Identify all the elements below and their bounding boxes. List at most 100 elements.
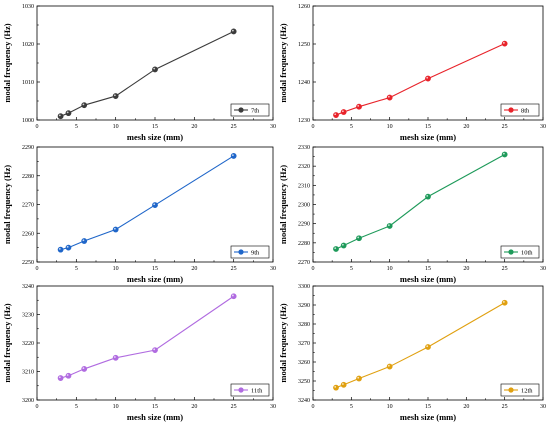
data-point-marker	[333, 384, 339, 391]
data-point	[230, 153, 237, 159]
y-tick-label: 1260	[298, 4, 310, 10]
data-point-highlight	[387, 224, 390, 227]
chart-panel-6: 0 5 10 15 20 25 30 3240 3250 3260 3270 3280 3290 3300…	[278, 284, 546, 422]
x-tick-label: 20	[191, 266, 197, 272]
data-point-highlight	[334, 247, 337, 250]
data-point-highlight	[357, 105, 360, 107]
data-point-marker	[152, 202, 158, 208]
y-tick-label: 2260	[22, 231, 34, 237]
x-axis-label: mesh size (mm)	[127, 412, 183, 422]
data-point-marker	[112, 354, 119, 361]
data-point	[152, 347, 158, 354]
data-point	[340, 109, 347, 115]
y-tick-label: 3250	[298, 379, 310, 385]
data-point-highlight	[58, 376, 61, 379]
x-tick-label: 15	[425, 266, 431, 272]
x-tick-label: 20	[463, 124, 469, 130]
y-axis-label: modal frequency (Hz)	[278, 165, 288, 244]
data-point-marker	[81, 102, 88, 109]
data-point-marker	[501, 40, 508, 47]
data-point-highlight	[66, 245, 69, 248]
y-tick-label: 3270	[298, 341, 310, 347]
data-point-highlight	[153, 67, 156, 70]
data-point-marker	[356, 375, 362, 382]
y-tick-label: 1030	[22, 4, 34, 10]
y-tick-label: 2270	[22, 203, 34, 209]
data-point-marker	[501, 299, 508, 306]
x-tick-label: 25	[231, 266, 237, 272]
y-tick-label: 2270	[298, 260, 310, 266]
data-point	[356, 103, 362, 110]
legend-marker	[508, 107, 514, 113]
data-point-highlight	[502, 152, 505, 155]
data-point	[501, 40, 508, 47]
y-tick-label: 3300	[298, 284, 310, 290]
data-point-highlight	[58, 114, 61, 117]
x-tick-label: 10	[113, 266, 119, 272]
data-point-marker	[386, 223, 393, 229]
data-point	[340, 242, 347, 249]
x-tick-label: 25	[502, 124, 508, 130]
series-line-8th	[335, 43, 505, 116]
data-point-marker	[81, 238, 88, 244]
x-axis-label: mesh size (mm)	[400, 412, 456, 422]
data-point	[501, 299, 508, 306]
data-point-marker	[81, 366, 88, 372]
y-tick-label: 2290	[22, 145, 34, 151]
x-tick-label: 25	[502, 404, 508, 410]
data-point-marker	[57, 246, 64, 253]
y-axis-label: modal frequency (Hz)	[2, 303, 12, 382]
data-point-marker	[65, 244, 72, 251]
x-tick-label: 20	[463, 266, 469, 272]
y-tick-label: 3260	[298, 360, 310, 366]
data-point	[386, 94, 393, 101]
legend-label: 12th	[521, 387, 533, 394]
legend-label: 7th	[251, 107, 260, 114]
x-tick-label: 0	[36, 124, 39, 130]
y-tick-label: 1020	[22, 42, 34, 48]
x-tick-label: 10	[387, 404, 393, 410]
data-point	[57, 375, 64, 381]
data-point-highlight	[231, 29, 234, 32]
data-point	[230, 293, 237, 300]
data-point-marker	[230, 293, 237, 300]
data-point	[57, 246, 64, 253]
y-tick-label: 2250	[22, 260, 34, 266]
x-tick-label: 30	[540, 124, 546, 130]
x-tick-label: 10	[113, 124, 119, 130]
x-tick-label: 20	[191, 404, 197, 410]
y-tick-label: 3230	[22, 313, 34, 319]
data-point-highlight	[66, 374, 69, 376]
y-tick-label: 3240	[298, 398, 310, 404]
data-point-highlight	[341, 110, 344, 113]
y-tick-label: 1250	[298, 42, 310, 48]
legend: 9th	[230, 245, 270, 259]
y-tick-label: 1240	[298, 80, 310, 86]
x-tick-label: 20	[191, 124, 197, 130]
series-line-9th	[60, 155, 234, 251]
data-point-highlight	[231, 154, 234, 157]
x-axis-label: mesh size (mm)	[400, 274, 456, 284]
x-tick-label: 0	[312, 266, 315, 272]
legend-label: 8th	[521, 107, 530, 114]
data-point-highlight	[357, 376, 360, 379]
legend: 8th	[500, 103, 540, 117]
data-point-marker	[501, 151, 508, 158]
legend-marker	[508, 387, 514, 393]
data-point	[152, 202, 158, 208]
data-point	[425, 193, 431, 200]
series-line-10th	[335, 153, 505, 250]
data-point-highlight	[334, 385, 337, 388]
data-point-highlight	[113, 94, 116, 97]
legend: 10th	[500, 245, 540, 259]
x-tick-label: 15	[152, 266, 158, 272]
plot-frame	[36, 5, 274, 121]
x-tick-label: 30	[270, 404, 276, 410]
data-point-highlight	[426, 194, 429, 197]
y-tick-label: 3210	[22, 370, 34, 376]
data-point-highlight	[113, 227, 116, 230]
y-tick-label: 3290	[298, 303, 310, 309]
data-point	[65, 244, 72, 251]
y-tick-label: 3280	[298, 322, 310, 328]
y-axis-label: modal frequency (Hz)	[2, 165, 12, 244]
